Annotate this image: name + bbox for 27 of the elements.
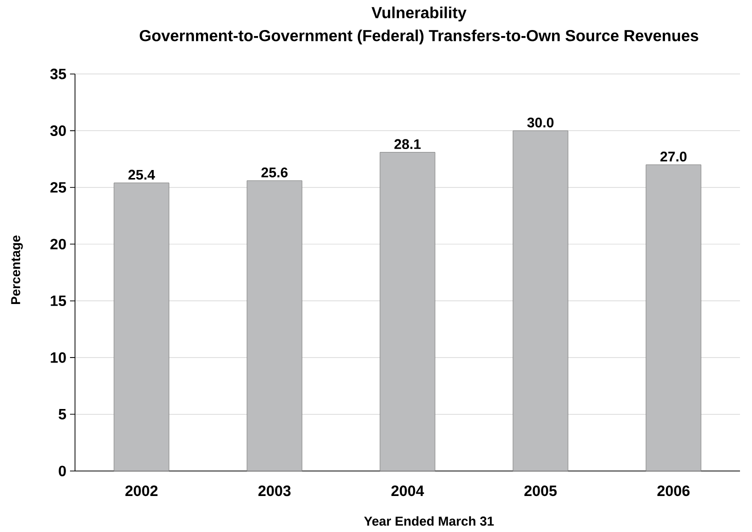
bar [380, 152, 436, 472]
data-label: 30.0 [527, 118, 554, 128]
x-tick-label: 2005 [524, 486, 557, 496]
chart-subtitle: Government-to-Government (Federal) Transfers-to-Own Source Revenues [140, 30, 698, 44]
data-label: 25.4 [128, 170, 156, 180]
x-tick-label: 2004 [391, 486, 424, 496]
x-tick-label: 2002 [125, 486, 158, 496]
y-tick-label: 30 [50, 125, 66, 136]
data-label: 25.6 [261, 168, 288, 178]
y-tick-label: 20 [50, 238, 66, 250]
bar [512, 130, 568, 472]
bar [114, 182, 170, 472]
y-tick-label: 10 [50, 352, 66, 363]
y-tick-label: 25 [50, 182, 66, 193]
bar [646, 164, 702, 472]
y-tick-label: 35 [50, 68, 66, 80]
data-label: 27.0 [660, 152, 687, 162]
bar [246, 180, 302, 472]
y-tick-label: 0 [58, 466, 66, 476]
y-tick-label: 5 [58, 409, 66, 420]
y-tick-label: 15 [50, 296, 66, 306]
x-tick-label: 2006 [657, 486, 690, 496]
y-axis-title: Percentage [11, 236, 23, 304]
x-axis-title: Year Ended March 31 [364, 516, 494, 526]
data-label: 28.1 [394, 139, 421, 150]
chart-title: Vulnerability [372, 6, 466, 22]
x-tick-label: 2003 [258, 486, 291, 496]
